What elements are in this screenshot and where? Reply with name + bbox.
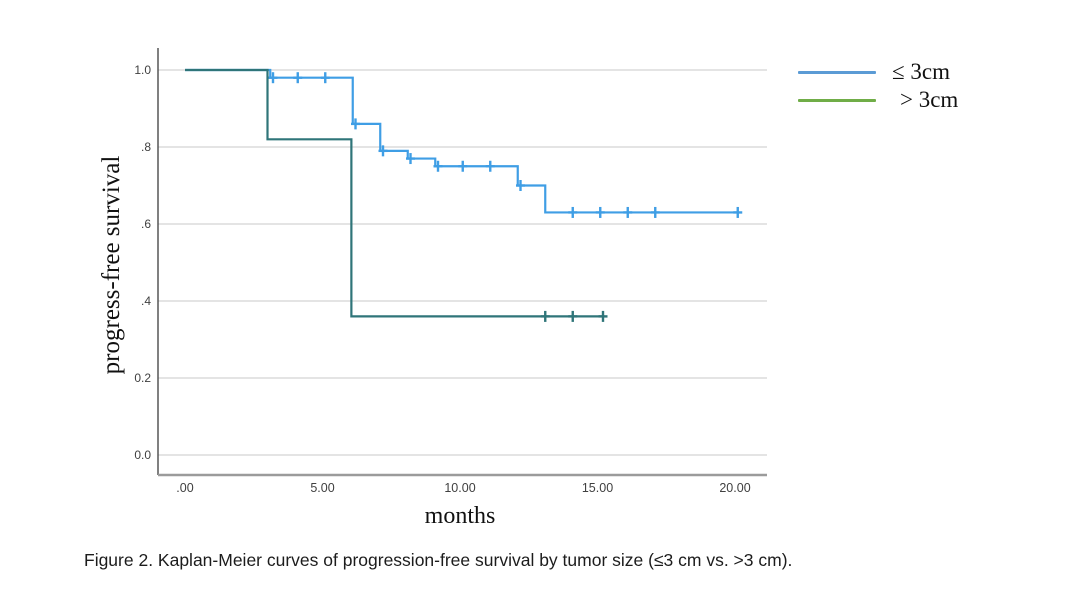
legend-line-gt3cm-icon: [798, 98, 876, 102]
x-tick-label: 15.00: [582, 481, 613, 495]
x-tick-label: .00: [176, 481, 193, 495]
y-tick-label: 1.0: [134, 63, 151, 77]
legend-label-gt3cm: > 3cm: [900, 87, 959, 112]
survival-curve-gt3cm: [185, 68, 605, 318]
y-tick-label: .8: [141, 140, 151, 154]
legend: ≤ 3cm > 3cm: [798, 58, 958, 114]
x-tick-label: 20.00: [719, 481, 750, 495]
legend-label-le3cm: ≤ 3cm: [892, 59, 950, 84]
x-tick-label: 10.00: [444, 481, 475, 495]
x-tick-label: 5.00: [310, 481, 334, 495]
x-axis-title: months: [424, 503, 496, 529]
figure-caption: Figure 2. Kaplan-Meier curves of progres…: [84, 550, 793, 570]
y-tick-label: .6: [141, 217, 151, 231]
y-axis-title: progress-free survival: [98, 155, 125, 375]
y-tick-label: .4: [141, 294, 151, 308]
y-tick-label: 0.2: [134, 371, 151, 385]
legend-item-gt3cm: > 3cm: [798, 86, 958, 114]
y-tick-label: 0.0: [134, 448, 151, 462]
legend-line-le3cm-icon: [798, 70, 876, 74]
legend-item-le3cm: ≤ 3cm: [798, 58, 958, 86]
survival-curve-le3cm: [185, 68, 738, 214]
